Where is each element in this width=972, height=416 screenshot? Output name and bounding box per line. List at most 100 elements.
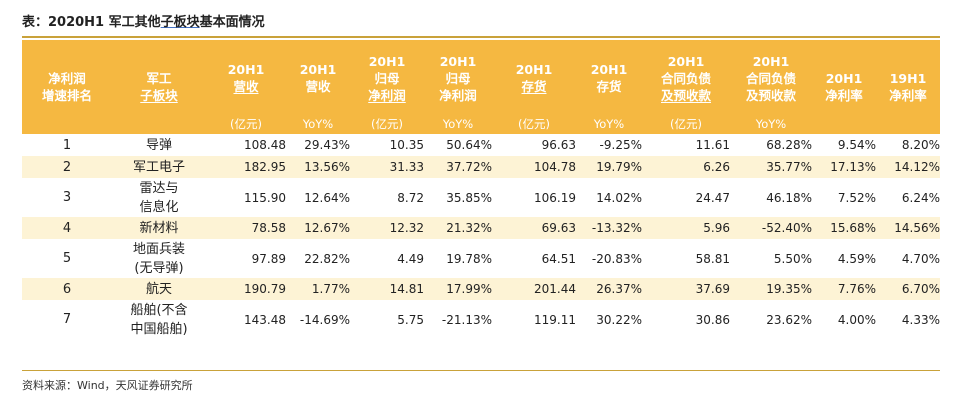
header-unit: (亿元) bbox=[206, 116, 286, 134]
header-col-line: 营收 bbox=[233, 79, 259, 94]
subsector-name-line: 新材料 bbox=[139, 220, 179, 236]
subsector-cell: 导弹 bbox=[112, 134, 206, 156]
value-cell: 19.78% bbox=[446, 251, 492, 266]
subsector-name-line: 中国船舶) bbox=[130, 321, 188, 337]
header-col: 20H1 存货 bbox=[576, 40, 642, 116]
value-cell: 6.70% bbox=[876, 278, 940, 300]
header-col-line: 净利润 bbox=[439, 87, 477, 103]
header-subsector-line: 子板块 bbox=[140, 88, 178, 103]
header-col-line: 合同负债 bbox=[745, 70, 796, 86]
header-unit: YoY% bbox=[286, 116, 350, 134]
table-row: 7 船舶(不含 中国船舶) 143.48 -14.69% 5.75 -21.13% 119.1… bbox=[22, 300, 940, 339]
header-col: 20H1 净利率 bbox=[812, 40, 876, 134]
header-col-line: 20H1 bbox=[299, 62, 337, 77]
header-rank-line: 增速排名 bbox=[41, 88, 92, 103]
value-cell: 1.77% bbox=[286, 278, 350, 300]
value-cell: 11.61 bbox=[695, 138, 730, 152]
value-cell: 50.64% bbox=[446, 138, 492, 152]
header-col-line: 20H1 bbox=[667, 53, 705, 69]
rank-cell: 3 bbox=[62, 190, 72, 205]
rank-cell: 1 bbox=[62, 137, 72, 153]
value-cell: 106.19 bbox=[534, 190, 576, 205]
header-col: 20H1 合同负债 及预收款 bbox=[642, 40, 730, 116]
value-cell: 7.52% bbox=[837, 190, 876, 205]
header-unit: YoY% bbox=[424, 116, 492, 134]
value-cell: 4.59% bbox=[837, 251, 876, 266]
header-unit: YoY% bbox=[730, 116, 812, 134]
value-cell: 8.72 bbox=[397, 190, 424, 205]
value-cell: -20.83% bbox=[591, 251, 642, 266]
title-prefix: 表：2020H1 军工其他 bbox=[22, 15, 161, 30]
subsector-name-line: 航天 bbox=[145, 281, 172, 297]
value-cell: 9.54% bbox=[837, 138, 876, 152]
header-col-line: 20H1 bbox=[439, 53, 477, 69]
table-body: 1 导弹 108.48 29.43% 10.35 50.64% 96.63 -9.25% 11.… bbox=[22, 134, 940, 339]
header-col-line: 归母 bbox=[374, 70, 400, 86]
header-unit: (亿元) bbox=[492, 116, 576, 134]
value-cell: 17.99% bbox=[424, 278, 492, 300]
value-cell: 78.58 bbox=[206, 217, 286, 239]
table-title: 表：2020H1 军工其他子板块基本面情况 bbox=[22, 11, 265, 30]
value-cell: 37.72% bbox=[424, 156, 492, 178]
header-col-line: 营收 bbox=[305, 79, 331, 94]
header-row: 净利润 增速排名 军工 子板块 20H1 营收 20H1 营收 20H1 归母 净利润 20H… bbox=[22, 40, 940, 134]
value-cell: 46.18% bbox=[766, 190, 812, 205]
header-col-line: 存货 bbox=[521, 79, 547, 94]
value-cell: 97.89 bbox=[251, 251, 286, 266]
value-cell: 5.75 bbox=[397, 312, 424, 327]
header-col-line: 合同负债 bbox=[660, 70, 711, 86]
value-cell: 5.50% bbox=[773, 251, 812, 266]
value-cell: 22.82% bbox=[304, 251, 350, 266]
header-col-line: 20H1 bbox=[368, 53, 406, 69]
value-cell: 19.79% bbox=[576, 156, 642, 178]
header-col-line: 净利润 bbox=[368, 87, 406, 103]
rank-cell: 7 bbox=[62, 312, 72, 327]
value-cell: 69.63 bbox=[492, 217, 576, 239]
table-row: 6 航天 190.79 1.77% 14.81 17.99% 201.44 26.37% 37.… bbox=[22, 278, 940, 300]
bottom-rule bbox=[22, 370, 940, 371]
subsector-name-line: 船舶(不含 bbox=[130, 302, 188, 318]
table-row: 5 地面兵装 (无导弹) 97.89 22.82% 4.49 19.78% 64.51 -20.… bbox=[22, 239, 940, 278]
value-cell: 12.32 bbox=[350, 217, 424, 239]
value-cell: 7.76% bbox=[812, 278, 876, 300]
rank-cell: 2 bbox=[22, 156, 112, 178]
rank-cell: 6 bbox=[22, 278, 112, 300]
header-col: 20H1 营收 bbox=[206, 40, 286, 116]
value-cell: 68.28% bbox=[766, 138, 812, 152]
subsector-cell: 军工电子 bbox=[112, 156, 206, 178]
top-rule bbox=[22, 36, 940, 38]
subsector-name-line: 导弹 bbox=[145, 137, 172, 153]
value-cell: 143.48 bbox=[244, 312, 286, 327]
value-cell: 190.79 bbox=[206, 278, 286, 300]
header-unit: (亿元) bbox=[350, 116, 424, 134]
value-cell: 6.24% bbox=[901, 190, 940, 205]
value-cell: 108.48 bbox=[244, 138, 286, 152]
value-cell: 96.63 bbox=[541, 138, 576, 152]
value-cell: 5.96 bbox=[642, 217, 730, 239]
subsector-name-line: 地面兵装 bbox=[132, 241, 185, 257]
header-col: 20H1 归母 净利润 bbox=[424, 40, 492, 116]
header-col: 20H1 归母 净利润 bbox=[350, 40, 424, 116]
value-cell: 10.35 bbox=[389, 138, 424, 152]
header-rank-line: 净利润 bbox=[48, 71, 86, 86]
value-cell: 29.43% bbox=[304, 138, 350, 152]
value-cell: 37.69 bbox=[642, 278, 730, 300]
value-cell: 30.86 bbox=[695, 312, 730, 327]
value-cell: -14.69% bbox=[299, 312, 350, 327]
value-cell: 13.56% bbox=[286, 156, 350, 178]
header-col-line: 及预收款 bbox=[660, 87, 711, 103]
value-cell: 14.02% bbox=[596, 190, 642, 205]
subsector-name-line: 信息化 bbox=[139, 199, 179, 215]
value-cell: 23.62% bbox=[766, 312, 812, 327]
value-cell: 115.90 bbox=[244, 190, 286, 205]
value-cell: 64.51 bbox=[541, 251, 576, 266]
table-row: 3 雷达与 信息化 115.90 12.64% 8.72 35.85% 106.19 14.02… bbox=[22, 178, 940, 217]
header-col: 20H1 合同负债 及预收款 bbox=[730, 40, 812, 116]
value-cell: 15.68% bbox=[812, 217, 876, 239]
header-col-line: 20H1 bbox=[515, 62, 553, 77]
value-cell: 17.13% bbox=[812, 156, 876, 178]
header-col-line: 19H1 bbox=[889, 71, 927, 86]
value-cell: 19.35% bbox=[730, 278, 812, 300]
subsector-cell: 航天 bbox=[112, 278, 206, 300]
header-col: 19H1 净利率 bbox=[876, 40, 940, 134]
